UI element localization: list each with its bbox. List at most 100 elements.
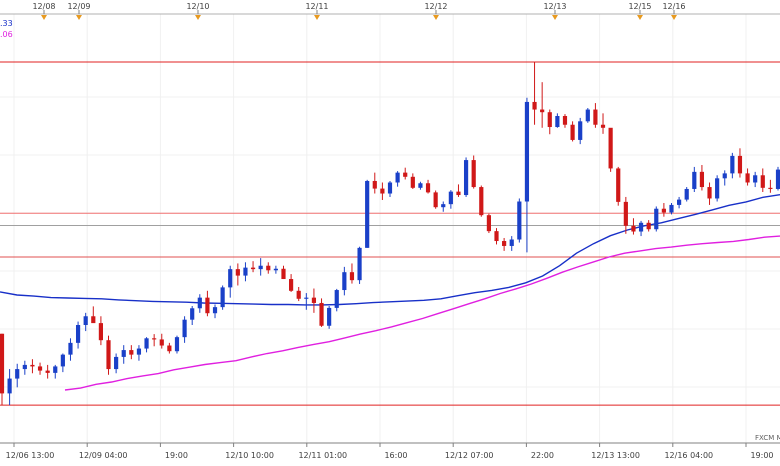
x-tick-label: 12/12 07:00 — [445, 451, 494, 460]
candle-body — [235, 269, 240, 276]
candle-body — [638, 222, 644, 232]
candle-body — [220, 287, 225, 308]
candle-body — [144, 338, 149, 349]
candle-body — [45, 370, 50, 373]
candle-body — [258, 265, 263, 270]
candle-body — [433, 192, 438, 208]
event-marker — [637, 15, 643, 20]
candle-body — [768, 187, 773, 189]
candle-body — [425, 183, 431, 193]
candle-body — [593, 109, 598, 125]
x-axis: 12/06 13:00 12/09 04:00 19:00 12/10 10:00 12… — [0, 442, 780, 466]
candle-body — [98, 323, 103, 341]
candle-body — [730, 155, 735, 174]
candle-body — [540, 109, 545, 113]
candle-body — [456, 191, 461, 196]
candle-body — [190, 308, 195, 320]
top-event-bar: 12/08 12/09 12/10 12/11 12/12 12/13 12/15 12/16 — [0, 0, 780, 20]
candle-body — [174, 337, 180, 352]
candle-body — [7, 378, 12, 394]
event-label: 12/16 — [662, 2, 685, 11]
candle-body — [760, 175, 765, 188]
candle-body — [578, 121, 583, 140]
candle-body — [532, 101, 537, 110]
candle-body — [319, 302, 324, 326]
candle-body — [136, 348, 142, 355]
candle-body — [753, 175, 758, 183]
event-label: 12/12 — [424, 2, 447, 11]
candle-body — [707, 187, 712, 199]
legend-entry-2: .06 — [0, 30, 13, 39]
candle-body — [266, 265, 271, 271]
candle-body — [395, 172, 400, 183]
x-tick-label: 12/11 01:00 — [298, 451, 347, 460]
candle-body — [715, 178, 720, 199]
candle-body — [60, 354, 65, 367]
candle-body — [585, 109, 590, 122]
candle-body — [403, 172, 408, 177]
candle-body — [677, 199, 682, 205]
candle-body — [311, 297, 317, 303]
candle-body — [281, 268, 286, 280]
candle-body — [646, 222, 651, 230]
ma-line-2 — [64, 235, 780, 391]
event-marker — [671, 15, 677, 20]
legend-entry-1: .33 — [0, 19, 13, 28]
candle-body — [737, 155, 743, 174]
event-labels: 12/08 12/09 12/10 12/11 12/12 12/13 12/15 12/16 — [32, 2, 686, 20]
candle-body — [197, 297, 202, 309]
x-tick-label: 22:00 — [531, 451, 554, 460]
x-axis-ticks: 12/06 13:00 12/09 04:00 19:00 12/10 10:00 12… — [6, 443, 774, 460]
candle-body — [30, 364, 35, 367]
candle-body — [387, 182, 393, 194]
candle-body — [228, 269, 233, 288]
candle-body — [562, 116, 568, 125]
x-tick-label: 12/06 13:00 — [6, 451, 55, 460]
candle-body — [775, 169, 780, 189]
x-tick-label: 12/13 13:00 — [591, 451, 640, 460]
event-marker — [433, 15, 439, 20]
candle-body — [0, 333, 5, 394]
top-event-bar-bg — [0, 0, 780, 14]
candle-body — [53, 366, 58, 373]
candle-body — [494, 231, 499, 242]
event-label: 12/10 — [186, 2, 209, 11]
candle-body — [273, 268, 278, 271]
event-marker — [195, 15, 201, 20]
event-label: 12/13 — [543, 2, 566, 11]
candle-body — [654, 208, 659, 230]
event-marker — [314, 15, 320, 20]
candle-body — [509, 239, 514, 246]
horizontal-levels — [0, 61, 780, 406]
candle-body — [304, 297, 309, 299]
candle-body — [692, 171, 697, 189]
candles — [0, 62, 780, 406]
x-tick-label: 12/10 10:00 — [225, 451, 274, 460]
candle-body — [152, 338, 157, 340]
event-marker — [41, 15, 47, 20]
candle-body — [243, 267, 248, 276]
candle-body — [250, 267, 256, 270]
x-tick-label: 19:00 — [165, 451, 188, 460]
candle-body — [68, 342, 73, 355]
candle-body — [570, 124, 575, 140]
candle-body — [441, 204, 446, 208]
candle-body — [289, 279, 294, 291]
candle-body — [205, 297, 210, 314]
event-marker — [76, 15, 82, 20]
candle-body — [91, 316, 96, 324]
candle-body — [75, 325, 81, 343]
candle-body — [327, 307, 332, 326]
candle-body — [623, 201, 628, 226]
candle-body — [22, 364, 27, 370]
candle-body — [114, 356, 119, 370]
candle-body — [699, 171, 705, 188]
candle-body — [463, 160, 469, 196]
x-axis-bg — [0, 443, 780, 466]
x-tick-label: 12/16 04:00 — [664, 451, 713, 460]
legend: .33 .06 — [0, 19, 13, 39]
event-marker — [552, 15, 558, 20]
candle-body — [365, 180, 370, 248]
x-tick-label: 12/09 04:00 — [79, 451, 128, 460]
